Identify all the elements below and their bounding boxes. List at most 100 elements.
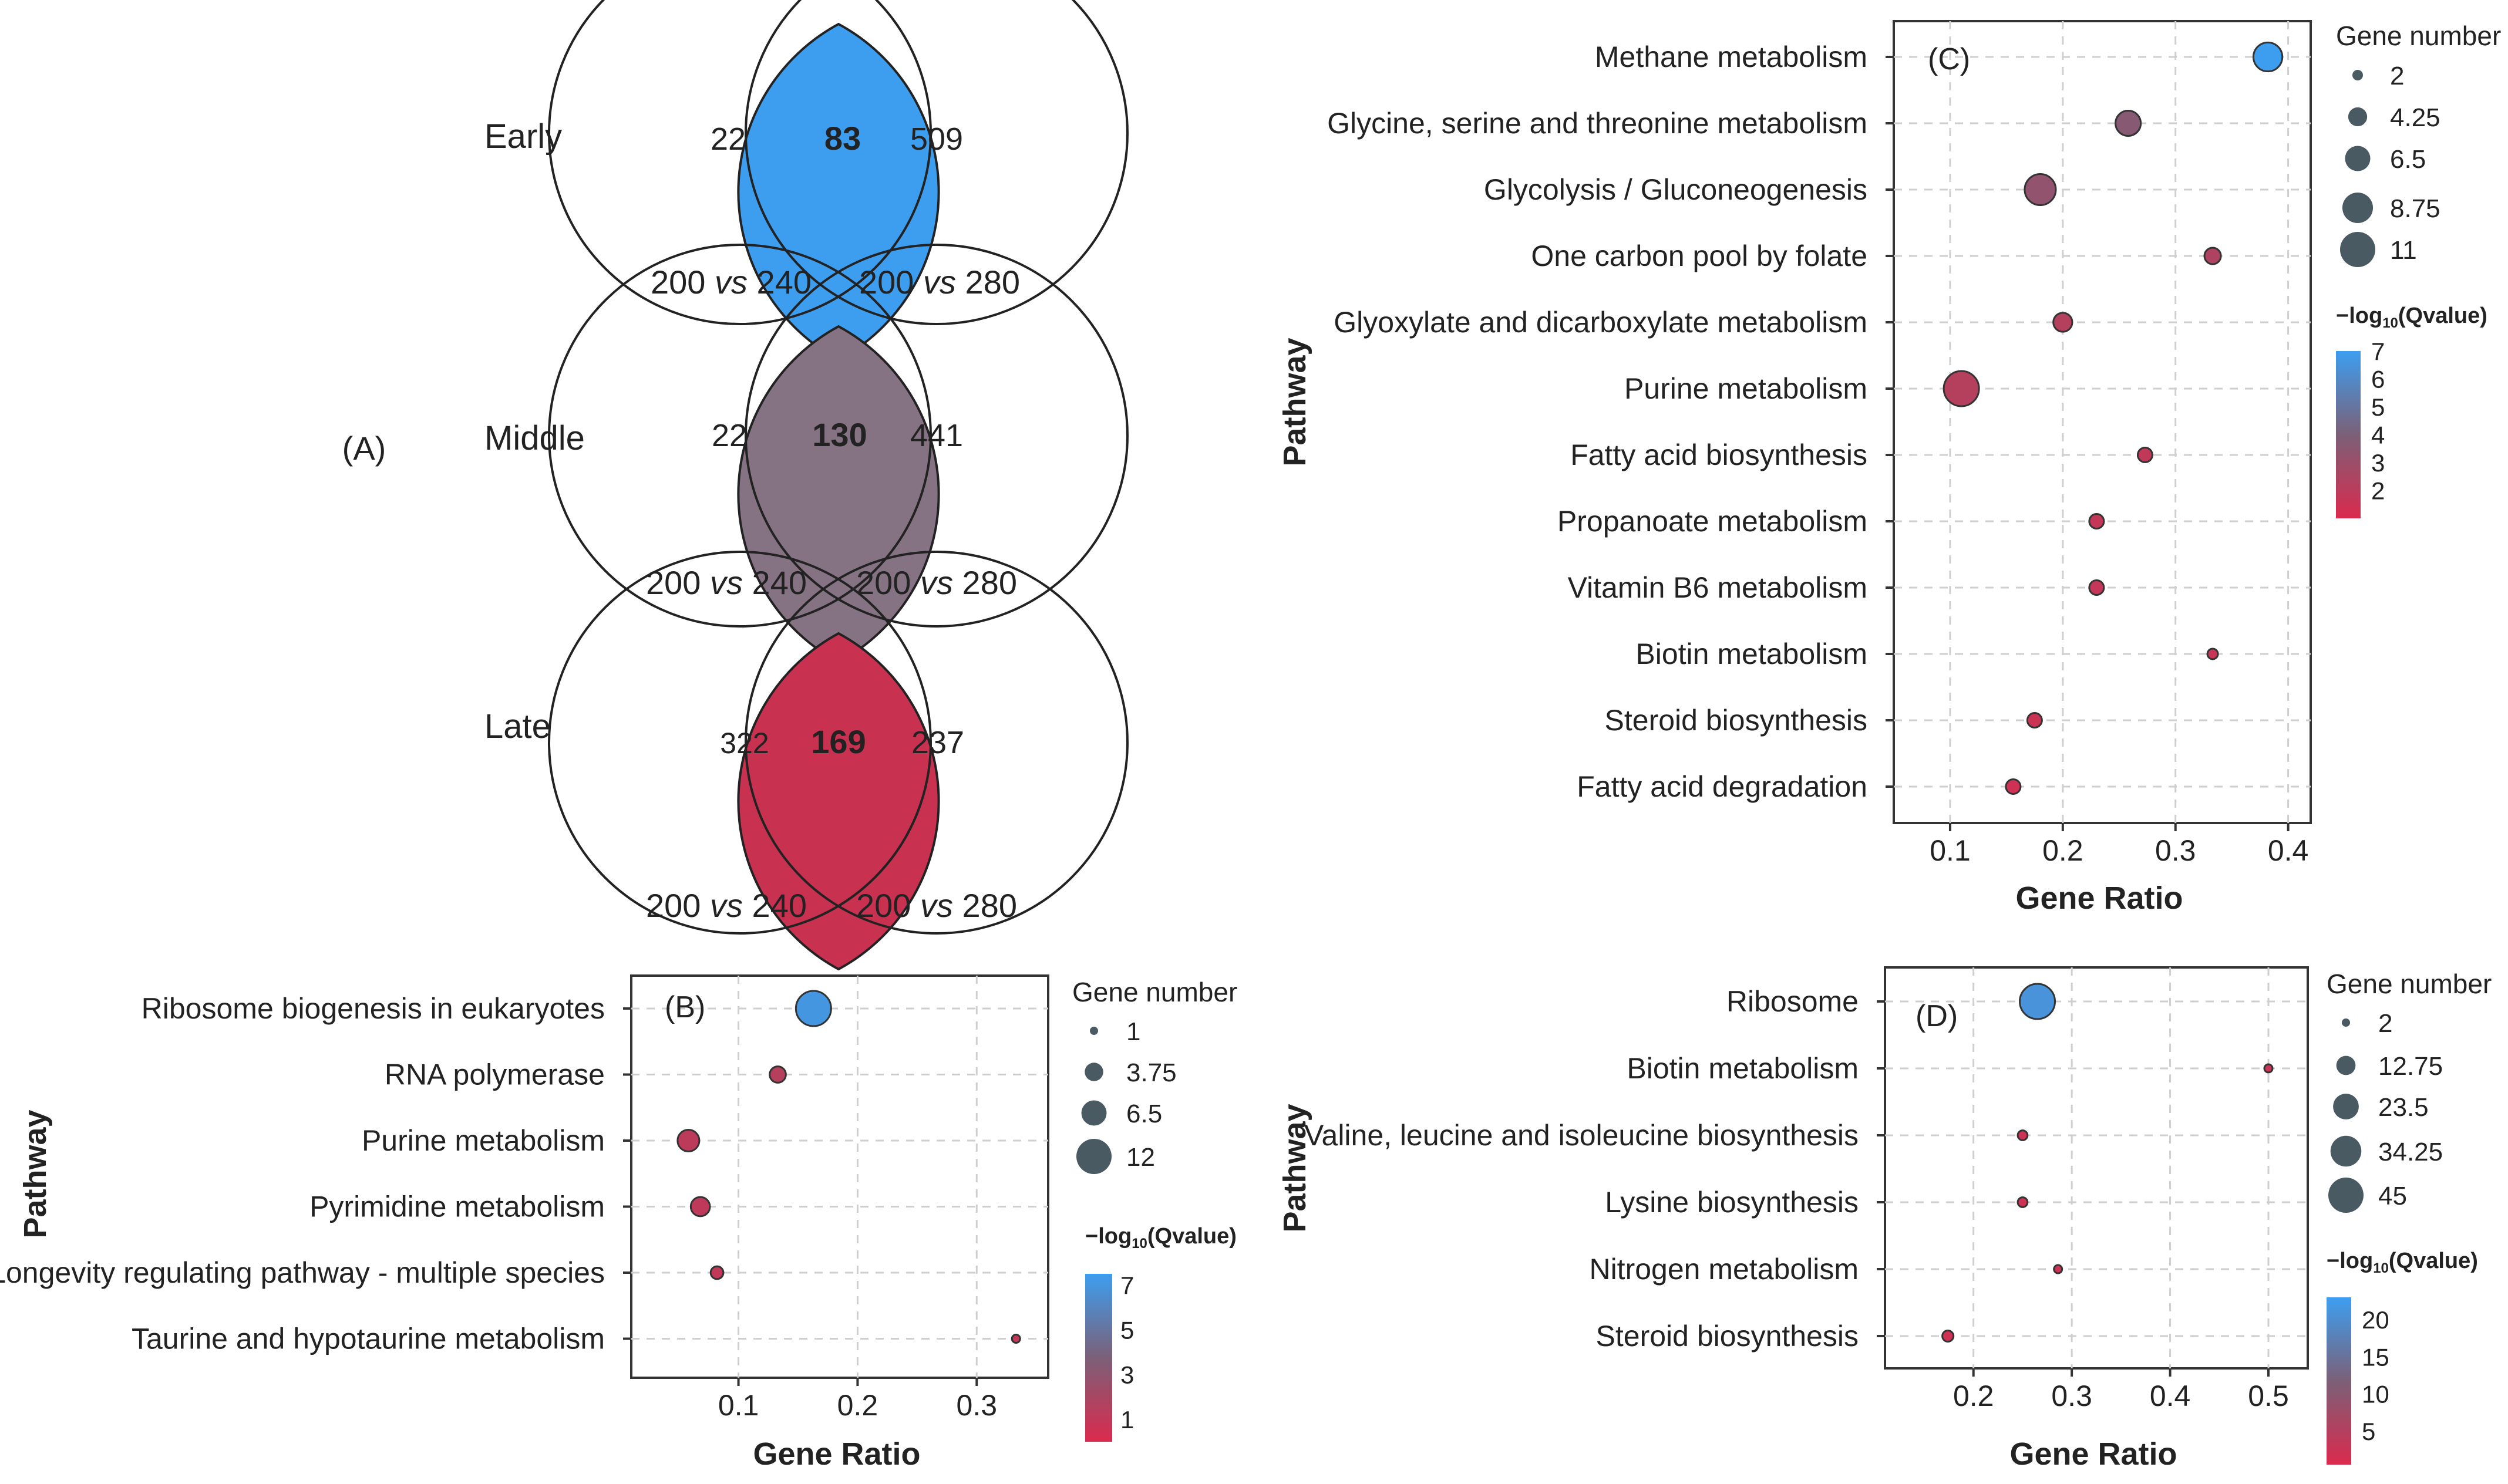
size-legend-dot [1076,1139,1112,1174]
colorbar-tick-label: 7 [1120,1271,1134,1299]
colorbar-tick-label: 3 [2371,449,2385,477]
y-axis-title: Pathway [1277,1104,1312,1232]
size-legend-label: 34.25 [2378,1138,2443,1166]
venn-left-set-label: 200 vs 240 [651,264,812,301]
data-point [2053,1264,2063,1274]
size-legend-dot [2345,146,2371,171]
y-tick-label: Glycine, serine and threonine metabolism [1327,107,1867,140]
x-tick-label: 0.2 [2042,834,2083,867]
size-legend-title: Gene number [2336,21,2501,51]
venn-late: Late 322 169 237 200 vs 240 200 vs 280 [484,551,1129,971]
color-legend-title-prefix: −log [2336,303,2382,328]
panel-a: (A) Early 22 83 509 200 vs 240 200 vs 28… [342,0,1129,971]
venn-overlap-region [737,325,940,664]
x-axis-title: Gene Ratio [2009,1436,2177,1472]
y-tick-label: Steroid biosynthesis [1605,704,1867,737]
colorbar-tick-label: 5 [2371,393,2385,421]
venn-early: Early 22 83 509 200 vs 240 200 vs 280 [484,0,1129,362]
data-point [2136,446,2153,464]
panel-b: 0.1 0.2 0.3 Ribosome biogenesis in eukaryo… [0,974,1237,1472]
x-tick-label: 0.4 [2150,1380,2191,1412]
data-point [769,1065,787,1084]
venn-overlap-count: 130 [812,416,867,453]
color-legend-title-sub: 10 [1132,1236,1147,1252]
data-point [2026,711,2043,729]
y-tick-label: Methane metabolism [1595,41,1867,73]
color-legend-title: −log10(Qvalue) [1085,1224,1237,1252]
size-legend-dot [2352,70,2363,80]
size-legend-label: 8.75 [2390,194,2440,223]
data-point [2017,1196,2029,1208]
colorbar [2327,1297,2351,1465]
size-legend: Gene number 2 4.25 6.5 8.75 11 [2336,21,2501,267]
colorbar-tick-label: 15 [2362,1343,2389,1371]
y-tick-label: Vitamin B6 metabolism [1568,571,1867,604]
y-axis-labels: Methane metabolism Glycine, serine and th… [1327,41,1894,803]
venn-row-label: Middle [484,419,585,457]
size-legend-dot [1081,1100,1107,1126]
x-axis-title: Gene Ratio [753,1436,920,1472]
color-legend: −log10(Qvalue) 7 5 3 1 [1085,1224,1237,1442]
size-legend-dot [2340,232,2375,267]
x-axis-ticks: 0.1 0.2 0.3 [718,1378,997,1422]
color-legend-title-sub: 10 [2382,315,2398,331]
size-legend-label: 11 [2390,236,2417,265]
venn-left-set-label: 200 vs 240 [646,887,807,924]
x-tick-label: 0.3 [2155,834,2196,867]
color-legend-title-suffix: (Qvalue) [1147,1224,1237,1249]
size-legend: Gene number 2 12.75 23.5 34.25 45 [2327,969,2492,1213]
color-legend-title: −log10(Qvalue) [2336,303,2487,331]
venn-left-circle [548,0,932,325]
size-legend-dot [2348,107,2368,127]
size-legend-dot [2342,192,2374,224]
y-tick-label: Fatty acid degradation [1577,770,1867,803]
data-point [709,1265,725,1280]
size-legend-label: 1 [1126,1017,1140,1046]
data-point [2088,579,2105,596]
size-legend-label: 12.75 [2378,1052,2443,1081]
panel-label: (D) [1915,999,1958,1033]
venn-left-count: 22 [711,122,746,157]
y-tick-label: Glycolysis / Gluconeogenesis [1484,173,1867,206]
venn-overlap-region [737,632,940,971]
colorbar-tick-label: 5 [2362,1418,2375,1445]
size-legend-dot [2336,1055,2356,1075]
size-legend-dot [2328,1178,2364,1213]
data-point [676,1128,701,1153]
size-legend-dot [1085,1063,1103,1081]
color-legend-title-prefix: −log [2327,1249,2373,1273]
panel-c: 0.1 0.2 0.3 0.4 Methane metabolism Glycine, … [1277,20,2501,916]
venn-overlap-count: 169 [811,723,866,760]
data-point [2206,647,2219,660]
size-legend-label: 45 [2378,1182,2407,1210]
x-tick-label: 0.2 [837,1389,878,1422]
colorbar-tick-label: 5 [1120,1316,1134,1344]
y-tick-label: RNA polymerase [385,1058,605,1091]
size-legend-items: 2 12.75 23.5 34.25 45 [2328,1009,2443,1213]
y-tick-label: Taurine and hypotaurine metabolism [132,1323,605,1355]
size-legend-title: Gene number [2327,969,2492,999]
color-legend-title-sub: 10 [2373,1260,2389,1276]
y-tick-label: Ribosome [1726,985,1859,1018]
panel-d: 0.2 0.3 0.4 0.5 Ribosome Biotin metabolism Va… [1277,966,2492,1472]
points [676,990,1021,1344]
data-point [689,1196,711,1217]
venn-left-circle [548,551,932,935]
data-point [2024,173,2057,207]
data-point [2115,109,2142,137]
colorbar-tick-label: 7 [2371,338,2385,365]
data-point [2052,312,2073,333]
grid [1885,967,2308,1368]
x-axis-ticks: 0.1 0.2 0.3 0.4 [1930,823,2308,867]
data-point [2017,1129,2029,1141]
x-axis-ticks: 0.2 0.3 0.4 0.5 [1953,1368,2289,1412]
venn-row-label: Late [484,707,551,746]
x-tick-label: 0.4 [2268,834,2309,867]
size-legend-dot [2342,1018,2350,1027]
grid [1894,21,2311,823]
y-tick-label: Longevity regulating pathway - multiple … [0,1256,605,1289]
y-axis-labels: Ribosome biogenesis in eukaryotes RNA pol… [0,992,631,1355]
venn-left-count: 322 [720,727,769,760]
y-tick-label: One carbon pool by folate [1531,240,1867,272]
